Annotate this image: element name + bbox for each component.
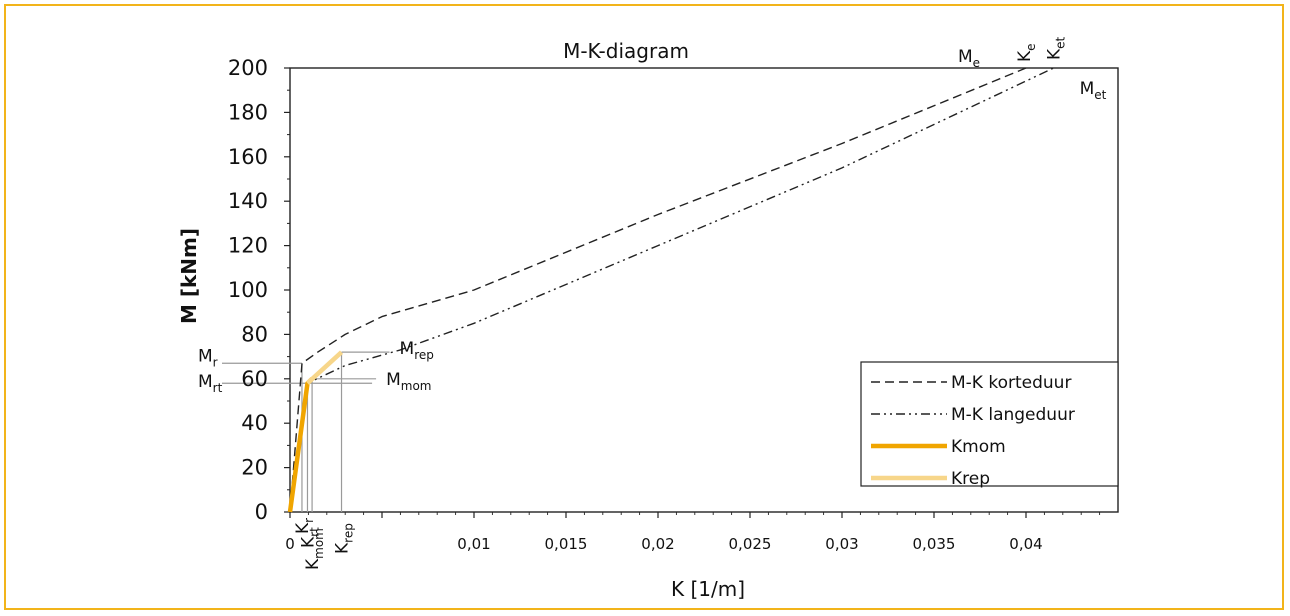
label-k-mom: Kmom	[303, 528, 326, 570]
y-tick-label: 120	[228, 234, 268, 258]
legend-label-3: Kmom	[951, 437, 1006, 457]
y-tick-label: 160	[228, 145, 268, 169]
chart-title: M-K-diagram	[563, 39, 689, 63]
legend-label-4: Krep	[951, 469, 990, 489]
legend-label-2: M-K langeduur	[951, 405, 1075, 425]
label-k-rep: Krep	[333, 523, 356, 554]
y-tick-label: 100	[228, 278, 268, 302]
x-tick-label: 0,015	[545, 535, 588, 553]
tick-labels: 0 20 40 60 80 100 120 140 160 180 200 0 0,01 0,015 0,0…	[228, 56, 1043, 553]
series-lines	[287, 67, 1054, 513]
x-tick-label: 0,01	[457, 535, 490, 553]
x-axis-label: K [1/m]	[671, 577, 745, 601]
x-tick-label: 0,02	[641, 535, 674, 553]
legend-label-1: M-K korteduur	[951, 373, 1071, 393]
x-tick-label: 0,035	[913, 535, 956, 553]
label-m-e: Me	[958, 47, 980, 70]
y-tick-label: 20	[241, 456, 268, 480]
label-k-et: Ket	[1045, 36, 1068, 60]
label-m-mom: Mmom	[386, 370, 431, 393]
x-tick-label: 0,03	[825, 535, 858, 553]
label-k-r: Kr	[293, 518, 316, 534]
label-k-e: Ke	[1015, 43, 1038, 62]
label-m-et: Met	[1080, 79, 1107, 102]
label-m-rt: Mrt	[198, 372, 223, 395]
y-tick-label: 60	[241, 367, 268, 391]
legend: M-K korteduur M-K langeduur Kmom Krep	[860, 361, 1119, 489]
y-axis-label: M [kNm]	[177, 228, 201, 324]
x-tick-label: 0	[285, 535, 295, 553]
chart-frame: 0 20 40 60 80 100 120 140 160 180 200 0 0,01 0,015 0,0…	[4, 4, 1284, 610]
y-tick-label: 80	[241, 322, 268, 346]
y-tick-label: 200	[228, 56, 268, 80]
label-m-r: Mr	[198, 346, 218, 369]
series-line-4	[305, 350, 344, 385]
y-tick-label: 140	[228, 189, 268, 213]
x-tick-label: 0,025	[729, 535, 772, 553]
axes	[284, 67, 1119, 518]
y-tick-label: 0	[255, 500, 268, 524]
label-m-rep: Mrep	[400, 339, 434, 362]
m-k-chart: 0 20 40 60 80 100 120 140 160 180 200 0 0,01 0,015 0,0…	[177, 36, 1119, 601]
x-tick-label: 0,04	[1009, 535, 1042, 553]
label-k-rt: Krt	[298, 527, 321, 548]
series-line-3	[287, 377, 314, 513]
y-tick-label: 40	[241, 411, 268, 435]
y-tick-label: 180	[228, 100, 268, 124]
series-line-1	[289, 67, 1027, 513]
